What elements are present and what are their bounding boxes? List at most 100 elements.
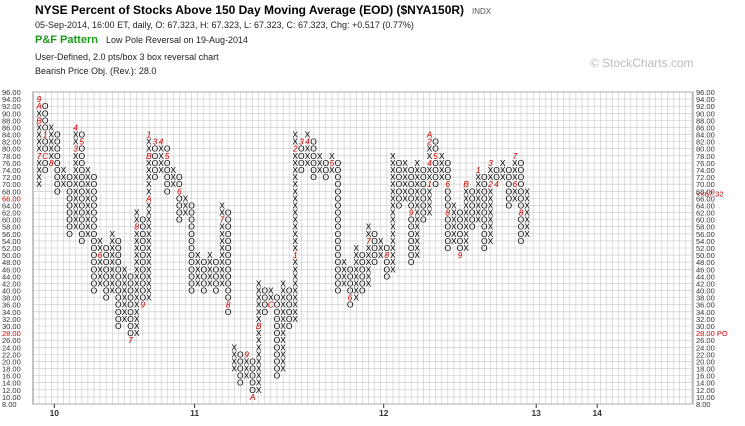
o-box: O — [115, 321, 122, 331]
month-marker: 8 — [226, 300, 231, 310]
x-box: X — [488, 172, 494, 182]
x-box: X — [463, 208, 469, 218]
x-box: X — [73, 186, 79, 196]
o-box: O — [469, 208, 476, 218]
y-tick-left: 28.00 — [2, 329, 21, 338]
o-box: O — [444, 215, 451, 225]
o-box: O — [188, 208, 195, 218]
y-tick-left: 34.00 — [2, 308, 21, 317]
x-box: X — [292, 314, 298, 324]
month-marker: C — [42, 151, 49, 161]
y-tick-right: 40.00 — [696, 287, 715, 296]
x-box: X — [414, 222, 420, 232]
year-label: 13 — [531, 408, 541, 418]
o-box: O — [91, 229, 98, 239]
month-marker: 6 — [177, 186, 182, 196]
x-box: X — [158, 165, 164, 175]
o-box: O — [152, 158, 159, 168]
x-box: X — [195, 250, 201, 260]
o-box: O — [396, 200, 403, 210]
o-box: O — [274, 328, 281, 338]
o-box: O — [249, 371, 256, 381]
x-box: X — [353, 271, 359, 281]
year-axis: 10 11 12 13 14 — [50, 404, 602, 418]
x-box: X — [390, 158, 396, 168]
y-tick-left: 86.00 — [2, 123, 21, 132]
x-box: X — [475, 215, 481, 225]
x-box: X — [451, 208, 457, 218]
y-tick-right: 62.00 — [696, 209, 715, 218]
x-box: X — [146, 278, 152, 288]
x-box: X — [305, 130, 311, 140]
x-box: X — [463, 193, 469, 203]
x-box: X — [256, 335, 262, 345]
month-marker: B — [36, 115, 42, 125]
x-box: X — [146, 144, 152, 154]
x-box: X — [146, 208, 152, 218]
x-box: X — [122, 286, 128, 296]
o-box: O — [493, 172, 500, 182]
o-box: O — [127, 321, 134, 331]
o-box: O — [518, 222, 525, 232]
x-box: X — [280, 356, 286, 366]
x-box: X — [256, 293, 262, 303]
x-box: X — [427, 151, 433, 161]
o-box: O — [188, 200, 195, 210]
o-box: O — [225, 208, 232, 218]
o-box: O — [444, 158, 451, 168]
o-box: O — [505, 193, 512, 203]
o-box: O — [164, 172, 171, 182]
o-box: O — [408, 172, 415, 182]
o-box: O — [78, 193, 85, 203]
o-box: O — [396, 172, 403, 182]
month-marker: 8 — [445, 208, 450, 218]
y-tick-right: 86.00 — [696, 123, 715, 132]
month-marker: 1 — [476, 165, 481, 175]
x-box: X — [73, 200, 79, 210]
x-box: X — [219, 229, 225, 239]
x-box: X — [146, 158, 152, 168]
o-box: O — [127, 293, 134, 303]
o-box: O — [481, 200, 488, 210]
o-box: O — [310, 172, 317, 182]
x-box: X — [122, 314, 128, 324]
x-box: X — [97, 236, 103, 246]
x-box: X — [402, 179, 408, 189]
o-box: O — [176, 172, 183, 182]
y-tick-right: 84.00 — [696, 131, 715, 140]
x-box: X — [244, 356, 250, 366]
o-box: O — [237, 364, 244, 374]
x-box: X — [366, 229, 372, 239]
o-box: O — [127, 286, 134, 296]
chart-title: NYSE Percent of Stocks Above 150 Day Mov… — [35, 3, 491, 17]
month-marker: 4 — [494, 179, 499, 189]
x-box: X — [341, 278, 347, 288]
y-tick-left: 92.00 — [2, 102, 21, 111]
month-marker: B — [146, 151, 152, 161]
x-box: X — [256, 300, 262, 310]
pattern-name[interactable]: P&F Pattern — [35, 34, 98, 46]
x-box: X — [195, 257, 201, 267]
o-box: O — [371, 243, 378, 253]
x-box: X — [353, 243, 359, 253]
month-marker: 6 — [512, 179, 517, 189]
o-box: O — [54, 172, 61, 182]
x-box: X — [73, 193, 79, 203]
o-box: O — [298, 151, 305, 161]
o-box: O — [383, 257, 390, 267]
x-box: X — [109, 236, 115, 246]
x-box: X — [244, 364, 250, 374]
x-box: X — [280, 300, 286, 310]
y-tick-left: 48.00 — [2, 258, 21, 267]
x-box: X — [219, 222, 225, 232]
month-marker: 1 — [146, 130, 151, 140]
x-box: X — [414, 215, 420, 225]
o-box: O — [371, 250, 378, 260]
o-box: O — [66, 215, 73, 225]
y-tick-right: 70.00 — [696, 180, 715, 189]
o-box: O — [347, 271, 354, 281]
x-box: X — [158, 158, 164, 168]
left-price-axis: 8.0010.0012.0014.0016.0018.0020.0022.002… — [2, 88, 21, 409]
o-box: O — [335, 236, 342, 246]
